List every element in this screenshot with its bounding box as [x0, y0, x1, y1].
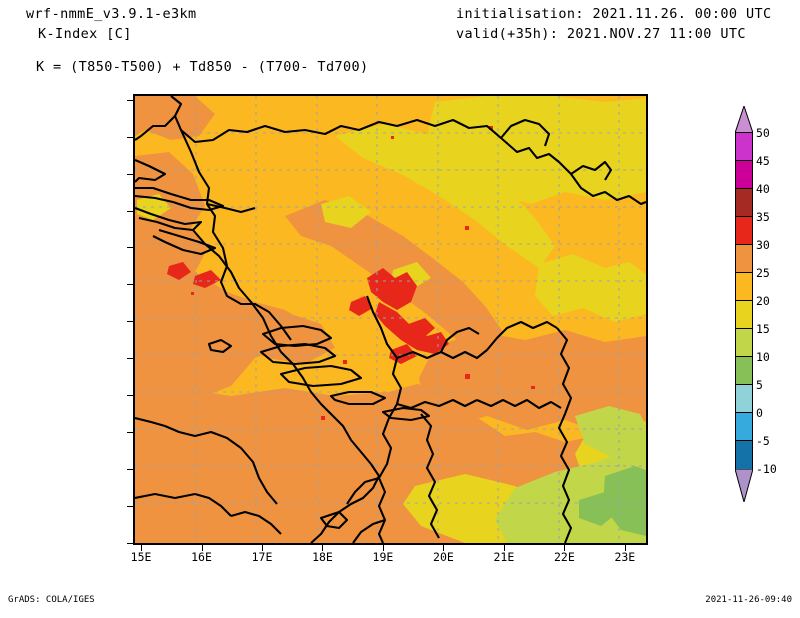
map-frame — [133, 94, 648, 545]
y-axis-tick-mark — [127, 506, 133, 507]
y-axis-tick-mark — [127, 284, 133, 285]
colorbar-band — [736, 161, 752, 189]
y-axis-tick-mark — [127, 247, 133, 248]
y-axis-tick-mark — [127, 100, 133, 101]
weather-map-raster — [135, 96, 646, 543]
y-axis-tick-mark — [127, 469, 133, 470]
colorbar-tick-label: 20 — [756, 294, 770, 308]
colorbar-band — [736, 357, 752, 385]
colorbar-tick-label: 35 — [756, 210, 770, 224]
y-axis-tick-mark — [127, 137, 133, 138]
y-axis-tick-mark — [127, 395, 133, 396]
valid-time-label: valid(+35h): 2021.NOV.27 11:00 UTC — [456, 26, 746, 42]
colorbar-band — [736, 133, 752, 161]
x-axis-tick-mark — [262, 545, 263, 551]
colorbar-tick-label: -10 — [756, 462, 777, 476]
y-axis-tick-mark — [127, 543, 133, 544]
colorbar-band — [736, 301, 752, 329]
colorbar-tick-label: 25 — [756, 266, 770, 280]
colorbar-band — [736, 217, 752, 245]
colorbar-tick-label: 30 — [756, 238, 770, 252]
colorbar-tick-label: 0 — [756, 406, 763, 420]
x-axis-tick-label: 20E — [433, 550, 454, 564]
x-axis-tick-mark — [625, 545, 626, 551]
x-axis-tick-label: 19E — [372, 550, 394, 564]
x-axis-tick-mark — [504, 545, 505, 551]
colorbar-tick-label: -5 — [756, 434, 770, 448]
x-axis-tick-label: 23E — [614, 550, 636, 564]
colorbar: 50 45 40 35 30 25 20 15 10 5 0 -5 -10 — [728, 104, 798, 516]
formula-label: K = (T850-T500) + Td850 - (T700- Td700) — [36, 59, 369, 75]
colorbar-band — [736, 245, 752, 273]
x-axis-tick-mark — [202, 545, 203, 551]
x-axis-tick-label: 21E — [493, 550, 515, 564]
colorbar-band — [736, 273, 752, 301]
grads-credit-label: GrADS: COLA/IGES — [8, 595, 95, 605]
y-axis-tick-mark — [127, 174, 133, 175]
colorbar-tick-label: 10 — [756, 350, 770, 364]
colorbar-band — [736, 329, 752, 357]
x-axis-tick-label: 18E — [312, 550, 333, 564]
colorbar-band — [736, 441, 752, 469]
initialisation-time-label: initialisation: 2021.11.26. 00:00 UTC — [456, 6, 772, 22]
colorbar-band — [736, 189, 752, 217]
x-axis-tick-label: 22E — [553, 550, 575, 564]
x-axis-tick-mark — [443, 545, 444, 551]
map-plot-area — [133, 94, 648, 545]
x-axis-tick-label: 15E — [130, 550, 152, 564]
colorbar-bands — [735, 132, 753, 470]
colorbar-band — [736, 385, 752, 413]
colorbar-tick-label: 40 — [756, 182, 770, 196]
colorbar-under-arrow-icon — [735, 469, 753, 502]
y-axis-tick-mark — [127, 432, 133, 433]
y-axis-tick-mark — [127, 358, 133, 359]
x-axis-tick-mark — [383, 545, 384, 551]
x-axis-tick-label: 17E — [251, 550, 273, 564]
colorbar-over-arrow-icon — [735, 106, 753, 133]
colorbar-tick-label: 15 — [756, 322, 770, 336]
y-axis-tick-mark — [127, 211, 133, 212]
colorbar-band — [736, 413, 752, 441]
colorbar-tick-label: 50 — [756, 126, 770, 140]
model-name-label: wrf-nmmE_v3.9.1-e3km — [26, 6, 197, 22]
y-axis-tick-mark — [127, 321, 133, 322]
x-axis-tick-mark — [141, 545, 142, 551]
x-axis-tick-mark — [322, 545, 323, 551]
colorbar-tick-label: 45 — [756, 154, 770, 168]
generation-timestamp-label: 2021-11-26-09:40 — [705, 595, 792, 605]
x-axis-tick-mark — [564, 545, 565, 551]
field-name-label: K-Index [C] — [38, 26, 132, 42]
x-axis-tick-label: 16E — [191, 550, 212, 564]
colorbar-tick-label: 5 — [756, 378, 763, 392]
